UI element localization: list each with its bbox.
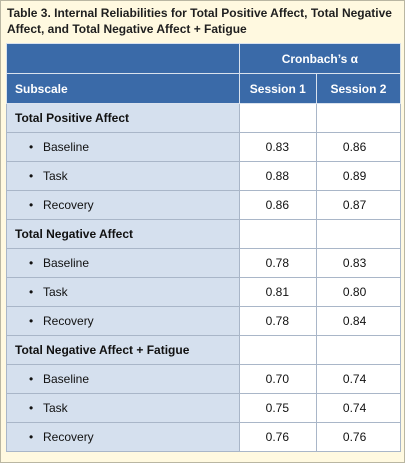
session-1-value: 0.81 [238, 277, 317, 307]
session-1-value: 0.75 [238, 393, 317, 423]
section-label: Total Positive Affect [6, 103, 240, 133]
row-label-text: Baseline [43, 256, 90, 270]
session-2-value [315, 335, 402, 365]
header-row-group: Cronbach’s α [6, 43, 402, 74]
table-row: • Recovery 0.76 0.76 [6, 422, 402, 452]
bullet-icon: • [29, 198, 34, 212]
header-cronbach-alpha: Cronbach’s α [238, 43, 402, 74]
row-label: • Task [6, 161, 240, 191]
section-row: Total Negative Affect + Fatigue [6, 335, 402, 365]
session-1-value [238, 219, 317, 249]
header-session-1: Session 1 [238, 73, 317, 104]
table-row: • Baseline 0.78 0.83 [6, 248, 402, 278]
section-row: Total Negative Affect [6, 219, 402, 249]
row-label: • Recovery [6, 422, 240, 452]
session-2-value: 0.83 [315, 248, 402, 278]
row-label: • Baseline [6, 132, 240, 162]
table-body: Total Positive Affect • Baseline 0.83 0.86 • T… [6, 103, 402, 452]
header-row-columns: Subscale Session 1 Session 2 [6, 73, 402, 104]
section-label: Total Negative Affect [6, 219, 240, 249]
row-label-text: Task [43, 285, 68, 299]
table-row: • Baseline 0.83 0.86 [6, 132, 402, 162]
table-row: • Recovery 0.78 0.84 [6, 306, 402, 336]
session-2-value: 0.84 [315, 306, 402, 336]
row-label-text: Total Negative Affect + Fatigue [15, 343, 190, 357]
row-label-text: Recovery [43, 430, 94, 444]
session-1-value: 0.70 [238, 364, 317, 394]
row-label-text: Task [43, 169, 68, 183]
row-label-text: Task [43, 401, 68, 415]
row-label-text: Total Positive Affect [15, 111, 130, 125]
bullet-icon: • [29, 314, 34, 328]
bullet-icon: • [29, 169, 34, 183]
session-1-value: 0.86 [238, 190, 317, 220]
bullet-icon: • [29, 256, 34, 270]
session-1-value: 0.78 [238, 306, 317, 336]
session-1-value [238, 335, 317, 365]
row-label-text: Recovery [43, 198, 94, 212]
session-2-value: 0.74 [315, 364, 402, 394]
header-session-2: Session 2 [315, 73, 402, 104]
table-row: • Recovery 0.86 0.87 [6, 190, 402, 220]
session-2-value: 0.74 [315, 393, 402, 423]
session-2-value [315, 103, 402, 133]
row-label-text: Recovery [43, 314, 94, 328]
session-1-value: 0.76 [238, 422, 317, 452]
table-row: • Task 0.81 0.80 [6, 277, 402, 307]
session-2-value [315, 219, 402, 249]
row-label: • Task [6, 277, 240, 307]
table-row: • Task 0.75 0.74 [6, 393, 402, 423]
session-1-value: 0.88 [238, 161, 317, 191]
bullet-icon: • [29, 430, 34, 444]
row-label: • Recovery [6, 190, 240, 220]
bullet-icon: • [29, 140, 34, 154]
session-2-value: 0.89 [315, 161, 402, 191]
bullet-icon: • [29, 401, 34, 415]
header-blank-cell [6, 43, 240, 74]
row-label-text: Baseline [43, 372, 90, 386]
bullet-icon: • [29, 372, 34, 386]
row-label: • Recovery [6, 306, 240, 336]
row-label-text: Baseline [43, 140, 90, 154]
session-2-value: 0.76 [315, 422, 402, 452]
session-2-value: 0.80 [315, 277, 402, 307]
session-1-value: 0.78 [238, 248, 317, 278]
row-label: • Task [6, 393, 240, 423]
table-row: • Task 0.88 0.89 [6, 161, 402, 191]
bullet-icon: • [29, 285, 34, 299]
row-label: • Baseline [6, 248, 240, 278]
session-1-value [238, 103, 317, 133]
row-label-text: Total Negative Affect [15, 227, 134, 241]
section-row: Total Positive Affect [6, 103, 402, 133]
session-2-value: 0.87 [315, 190, 402, 220]
session-2-value: 0.86 [315, 132, 402, 162]
section-label: Total Negative Affect + Fatigue [6, 335, 240, 365]
session-1-value: 0.83 [238, 132, 317, 162]
header-subscale: Subscale [6, 73, 240, 104]
row-label: • Baseline [6, 364, 240, 394]
table-row: • Baseline 0.70 0.74 [6, 364, 402, 394]
reliability-table: Cronbach’s α Subscale Session 1 Session … [6, 43, 402, 452]
table-title: Table 3. Internal Reliabilities for Tota… [7, 6, 392, 36]
